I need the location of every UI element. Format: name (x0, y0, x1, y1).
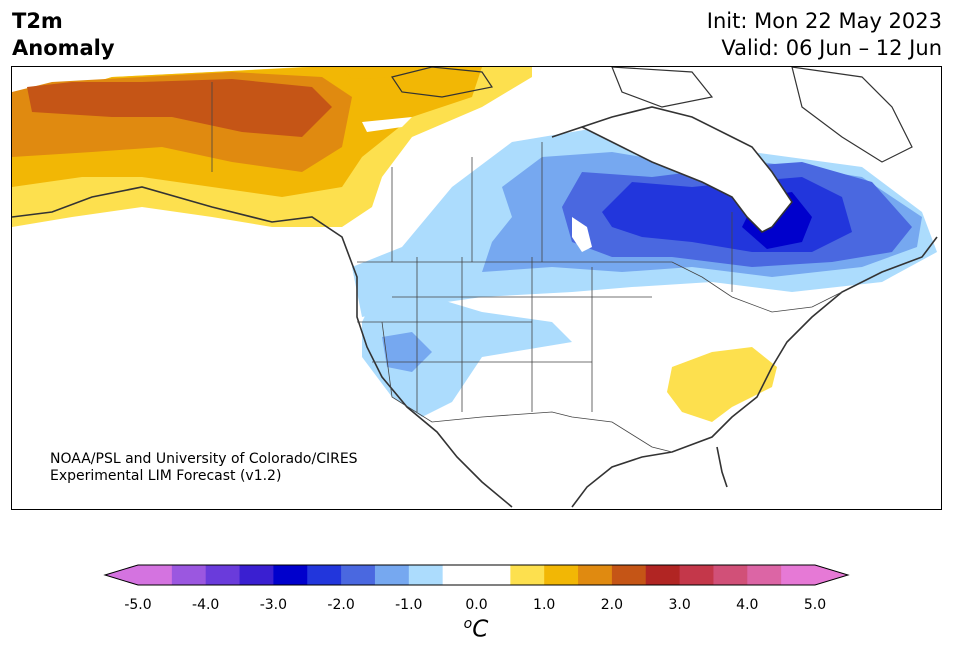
colorbar-segment (307, 565, 342, 585)
colorbar-outline (103, 564, 850, 586)
colorbar-segment (239, 565, 274, 585)
credit-text: NOAA/PSL and University of Colorado/CIRE… (50, 451, 358, 485)
colorbar-segment (679, 565, 714, 585)
colorbar-segment (476, 565, 511, 585)
colorbar-segment (374, 565, 410, 585)
colorbar-tick-label: 0.0 (465, 597, 488, 613)
colorbar-segment (171, 565, 207, 585)
credit-line-2: Experimental LIM Forecast (v1.2) (50, 468, 282, 484)
unit-symbol: C (472, 616, 489, 643)
colorbar-segment (781, 565, 816, 585)
colorbar (103, 564, 850, 586)
colorbar-segment (747, 565, 782, 585)
title-line-2: Anomaly (12, 36, 115, 60)
colorbar-tick-label: -3.0 (259, 597, 288, 613)
cold-anomaly-canada (352, 127, 937, 417)
islands (362, 67, 913, 252)
unit-degree: o (463, 616, 473, 632)
coastlines (12, 106, 938, 508)
valid-date: Valid: 06 Jun – 12 Jun (721, 36, 942, 60)
colorbar-tick-label: -5.0 (124, 597, 152, 613)
colorbar-tick-label: 3.0 (668, 597, 691, 613)
colorbar-segment (273, 565, 308, 585)
anomaly-map: NOAA/PSL and University of Colorado/CIRE… (11, 66, 942, 510)
map-canvas (12, 67, 938, 508)
unit-label: oC (464, 616, 489, 643)
colorbar-min-arrow (105, 565, 138, 585)
colorbar-tick-label: -4.0 (192, 597, 220, 613)
colorbar-segment (442, 565, 477, 585)
colorbar-tick-label: -1.0 (395, 597, 423, 613)
colorbar-segment (408, 565, 444, 585)
title-line-1: T2m (12, 9, 63, 33)
credit-line-1: NOAA/PSL and University of Colorado/CIRE… (50, 451, 358, 467)
political-borders (211, 82, 843, 453)
warm-anomaly-southeast (667, 347, 777, 422)
colorbar-segment (205, 565, 241, 585)
colorbar-segment (510, 565, 545, 585)
colorbar-segment (713, 565, 748, 585)
forecast-dates: Init: Mon 22 May 2023 Valid: 06 Jun – 12… (707, 8, 942, 62)
colorbar-tick-label: 4.0 (736, 597, 759, 613)
colorbar-tick-label: 5.0 (803, 597, 827, 613)
init-date: Init: Mon 22 May 2023 (706, 9, 942, 33)
colorbar-tick-label: -2.0 (327, 597, 355, 613)
map-title: T2m Anomaly (12, 8, 115, 62)
colorbar-tick-label: 2.0 (600, 597, 624, 613)
colorbar-segment (138, 565, 173, 585)
colorbar-ticks: -5.0 -4.0 -3.0 -2.0 -1.0 0.0 1.0 2.0 3.0 4.0 5.0 (0, 597, 953, 617)
colorbar-segment (578, 565, 613, 585)
colorbar-segment (341, 565, 376, 585)
colorbar-tick-label: 1.0 (533, 597, 556, 613)
colorbar-segment (645, 565, 681, 585)
colorbar-segment (611, 565, 647, 585)
colorbar-segment (544, 565, 579, 585)
colorbar-max-arrow (815, 565, 848, 585)
